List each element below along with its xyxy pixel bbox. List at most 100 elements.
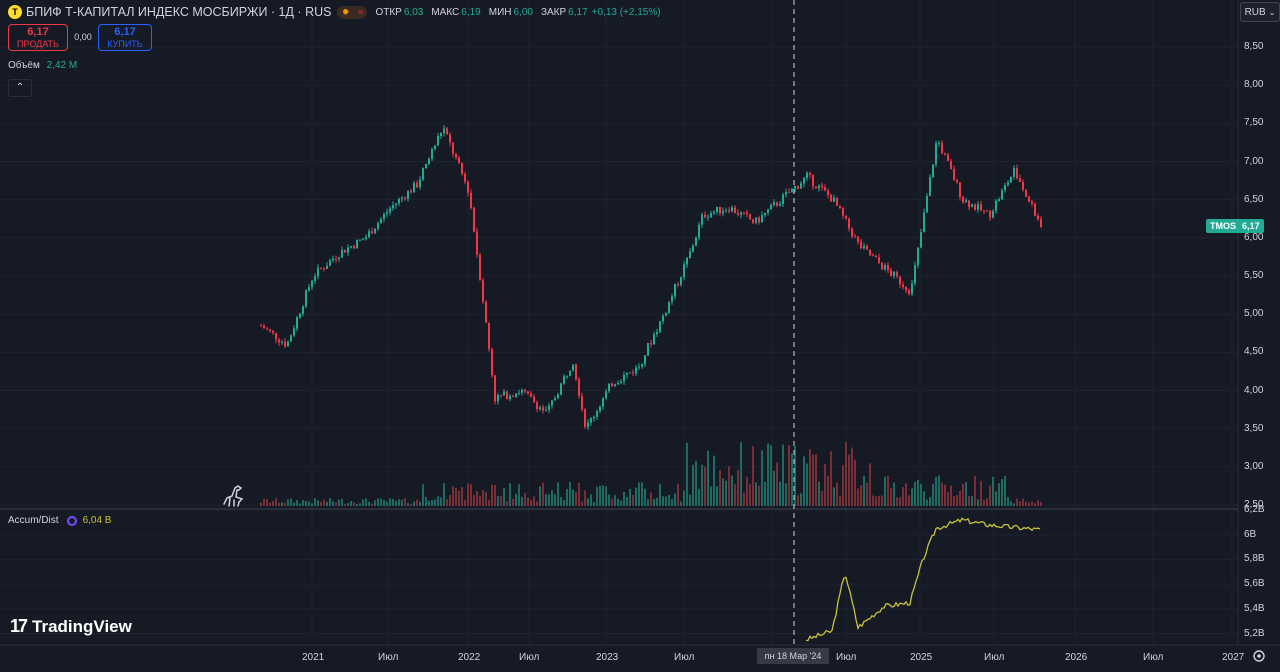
indicator-legend[interactable]: Accum/Dist 6,04 B bbox=[8, 515, 111, 526]
volume-bar bbox=[959, 490, 961, 506]
sell-button[interactable]: 6,17 ПРОДАТЬ bbox=[8, 24, 68, 51]
candle bbox=[869, 249, 871, 256]
candle bbox=[821, 185, 823, 188]
candle bbox=[518, 392, 520, 394]
chevron-up-icon[interactable]: ⌃ bbox=[8, 79, 32, 97]
volume-bar bbox=[533, 496, 535, 506]
volume-legend[interactable]: Объём 2,42 M bbox=[8, 60, 77, 71]
tradingview-logo[interactable]: 17 TradingView bbox=[10, 616, 132, 637]
volume-bar bbox=[935, 476, 937, 506]
candle bbox=[866, 245, 868, 250]
price-tick-label: 4,50 bbox=[1244, 346, 1264, 358]
volume-bar bbox=[473, 494, 475, 506]
volume-bar bbox=[620, 500, 622, 506]
candle bbox=[401, 197, 403, 199]
candle bbox=[617, 382, 619, 385]
candle bbox=[296, 317, 298, 329]
volume-bar bbox=[893, 482, 895, 506]
volume-bars bbox=[260, 442, 1042, 506]
ad-line-path bbox=[805, 517, 1041, 642]
volume-bar bbox=[608, 494, 610, 506]
volume-bar bbox=[587, 498, 589, 506]
candle bbox=[308, 287, 310, 291]
sell-price: 6,17 bbox=[27, 26, 49, 38]
volume-bar bbox=[578, 483, 580, 506]
volume-bar bbox=[341, 499, 343, 506]
volume-bar bbox=[401, 499, 403, 506]
volume-bar bbox=[623, 491, 625, 506]
volume-bar bbox=[380, 498, 382, 506]
indicator-settings-icon[interactable] bbox=[66, 515, 77, 526]
grid bbox=[0, 0, 1238, 645]
candle bbox=[710, 213, 712, 218]
volume-bar bbox=[788, 444, 790, 506]
volume-bar bbox=[416, 499, 418, 506]
candle bbox=[281, 341, 283, 343]
volume-bar bbox=[854, 459, 856, 506]
buy-button[interactable]: 6,17 КУПИТЬ bbox=[98, 24, 152, 51]
candle bbox=[989, 210, 991, 218]
candle bbox=[659, 321, 661, 332]
candle bbox=[992, 211, 994, 218]
candle bbox=[533, 396, 535, 403]
candle bbox=[797, 186, 799, 189]
volume-bar bbox=[596, 486, 598, 506]
dino-icon[interactable] bbox=[223, 485, 244, 507]
candle bbox=[614, 384, 616, 387]
volume-bar bbox=[365, 498, 367, 506]
candle bbox=[995, 200, 997, 212]
candle bbox=[365, 237, 367, 240]
settings-icon[interactable] bbox=[1253, 650, 1265, 662]
volume-bar bbox=[932, 483, 934, 506]
volume-bar bbox=[848, 454, 850, 506]
volume-bar bbox=[758, 485, 760, 506]
candle bbox=[674, 284, 676, 297]
candle bbox=[896, 272, 898, 277]
currency-selector[interactable]: RUB ⌄ bbox=[1240, 2, 1280, 22]
volume-bar bbox=[953, 496, 955, 506]
market-status-badge[interactable]: ✹ ≈ bbox=[337, 5, 368, 19]
volume-bar bbox=[353, 502, 355, 506]
candle bbox=[749, 214, 751, 220]
volume-bar bbox=[845, 442, 847, 506]
candle bbox=[809, 173, 811, 175]
candle bbox=[767, 209, 769, 213]
candle bbox=[539, 407, 541, 410]
volume-bar bbox=[563, 500, 565, 506]
candle bbox=[881, 262, 883, 270]
volume-bar bbox=[899, 497, 901, 506]
candle bbox=[923, 212, 925, 233]
candle bbox=[857, 236, 859, 242]
volume-bar bbox=[956, 495, 958, 506]
volume-bar bbox=[737, 469, 739, 506]
volume-bar bbox=[512, 499, 514, 506]
candle bbox=[530, 393, 532, 397]
volume-bar bbox=[434, 499, 436, 506]
candle bbox=[431, 149, 433, 159]
volume-bar bbox=[839, 495, 841, 506]
volume-bar bbox=[275, 498, 277, 506]
symbol-header[interactable]: T БПИФ Т-КАПИТАЛ ИНДЕКС МОСБИРЖИ · 1Д · … bbox=[8, 4, 661, 20]
volume-bar bbox=[629, 488, 631, 506]
candle bbox=[635, 367, 637, 374]
candle bbox=[887, 265, 889, 271]
time-tick-label: Июл bbox=[836, 652, 857, 663]
candle bbox=[863, 245, 865, 249]
volume-bar bbox=[983, 499, 985, 506]
volume-bar bbox=[719, 470, 721, 506]
candle bbox=[497, 394, 499, 402]
symbol-title[interactable]: БПИФ Т-КАПИТАЛ ИНДЕКС МОСБИРЖИ · 1Д · RU… bbox=[26, 5, 332, 19]
candle bbox=[944, 153, 946, 155]
volume-bar bbox=[704, 466, 706, 506]
candle bbox=[317, 267, 319, 277]
candle bbox=[302, 306, 304, 314]
candle bbox=[599, 406, 601, 411]
candle bbox=[284, 341, 286, 347]
candle bbox=[341, 249, 343, 258]
candle bbox=[785, 192, 787, 195]
candle bbox=[449, 134, 451, 143]
candle bbox=[350, 246, 352, 248]
candle bbox=[1031, 201, 1033, 204]
volume-bar bbox=[977, 499, 979, 506]
